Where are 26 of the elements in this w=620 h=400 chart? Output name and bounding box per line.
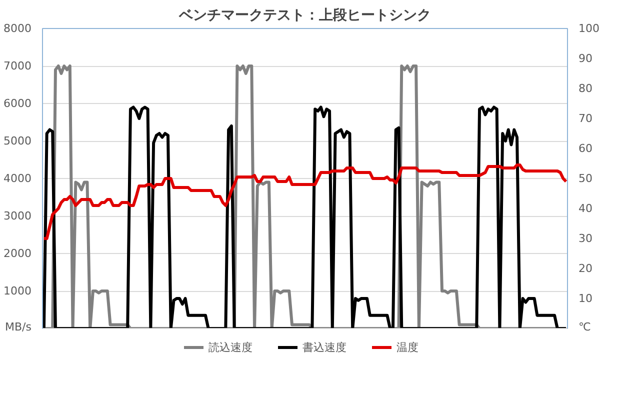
line-series	[42, 106, 568, 328]
y2-tick-label: ℃	[578, 320, 591, 334]
y2-tick-label: 20	[578, 262, 592, 275]
y2-tick-label: 50	[578, 172, 592, 185]
y-tick-label: 4000	[4, 172, 32, 185]
y2-tick-label: 60	[578, 142, 592, 155]
legend-label: 温度	[396, 340, 418, 354]
y-tick-label: 6000	[4, 97, 32, 110]
legend-label: 書込速度	[302, 340, 346, 354]
y2-tick-label: 30	[578, 232, 592, 245]
y-tick-label: 1000	[4, 284, 32, 298]
legend-label: 読込速度	[208, 340, 252, 354]
y-tick-label: 2000	[4, 247, 32, 260]
y2-tick-label: 70	[578, 112, 592, 125]
y2-tick-label: 90	[578, 52, 592, 65]
y2-tick-label: 40	[578, 202, 592, 215]
y-tick-label: MB/s	[5, 320, 32, 334]
chart-title: ベンチマークテスト：上段ヒートシンク	[178, 8, 431, 24]
y2-tick-label: 80	[578, 82, 592, 95]
y2-tick-label: 10	[578, 292, 592, 305]
y-tick-label: 7000	[4, 60, 32, 72]
y-tick-label: 5000	[4, 134, 32, 148]
y-tick-label: 8000	[4, 22, 32, 35]
y2-tick-label: 100	[578, 22, 600, 35]
y-tick-label: 3000	[4, 210, 32, 222]
line-series	[42, 164, 568, 240]
